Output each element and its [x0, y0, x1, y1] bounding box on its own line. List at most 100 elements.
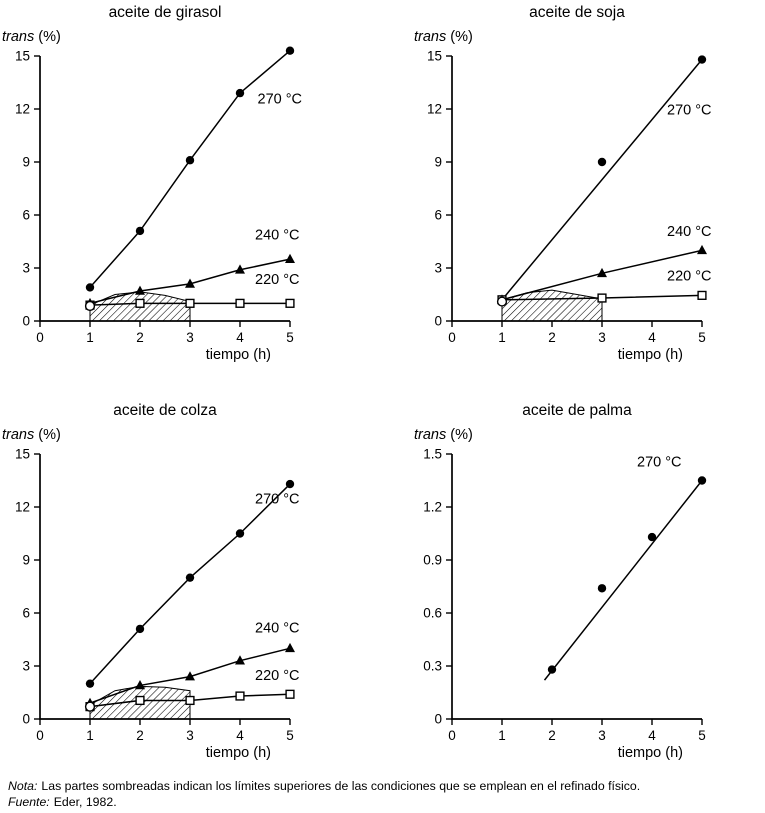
x-axis-label: tiempo (h) [205, 347, 271, 363]
marker-circle-270c [647, 532, 657, 542]
y-tick-label: 0 [22, 314, 30, 329]
axes [451, 454, 702, 720]
x-tick-label: 1 [86, 330, 94, 345]
marker-square-open-220c [597, 293, 607, 303]
marker-circle-open-start [496, 296, 508, 307]
x-axis-label: tiempo (h) [205, 745, 271, 761]
y-axis-label-italic: trans [414, 427, 447, 443]
axes [39, 454, 290, 720]
y-tick-label: 15 [15, 49, 30, 64]
y-axis-label: trans (%) [2, 29, 345, 45]
x-tick-label: 2 [548, 728, 556, 743]
nota-label: Nota: [8, 779, 38, 793]
y-tick-label: 3 [22, 261, 30, 276]
marker-circle-270c [135, 624, 145, 634]
x-tick-label: 4 [236, 728, 244, 743]
y-tick-label: 6 [22, 606, 30, 621]
x-tick-label: 3 [186, 330, 194, 345]
y-tick-label: 0.3 [423, 659, 442, 674]
chart-panel-girasol: aceite de girasol trans (%) 0 1 2 3 4 5 0 3 6 9 12… [0, 4, 345, 378]
series-label-220c: 220 °C [667, 268, 712, 284]
marker-circle-270c [85, 679, 95, 688]
marker-triangle-240c [285, 253, 295, 263]
series-label-270c-fit: 270 °C [637, 454, 682, 470]
marker-triangle-240c [285, 642, 295, 653]
chart-panel-colza: aceite de colza trans (%) 0 1 2 3 4 5 0 3 6 9 12 15… [0, 402, 345, 776]
x-tick-label: 5 [286, 728, 294, 743]
y-tick-label: 3 [22, 659, 30, 674]
y-tick-label: 0 [434, 314, 442, 329]
x-tick-label: 3 [598, 330, 606, 345]
y-tick-label: 6 [22, 208, 30, 223]
footnote: Nota: Las partes sombreadas indican los l… [8, 779, 765, 811]
chart-title-colza: aceite de colza [113, 402, 217, 419]
x-tick-label: 2 [136, 728, 144, 743]
x-tick-label: 5 [698, 330, 706, 345]
axes [39, 56, 290, 322]
series-line-270c [89, 50, 291, 288]
x-tick-label: 4 [648, 330, 656, 345]
marker-circle-270c [185, 573, 195, 582]
chart-panel-soja: aceite de soja trans (%) 0 1 2 3 4 5 0 3 6 9 12 15 2… [412, 4, 757, 378]
series-label-240c: 240 °C [667, 224, 712, 240]
series-line-270c [89, 483, 291, 685]
x-tick-label: 5 [698, 728, 706, 743]
marker-square-open-220c [135, 695, 145, 706]
marker-triangle-240c [135, 680, 145, 690]
x-tick-label: 5 [286, 330, 294, 345]
marker-triangle-240c [697, 244, 707, 255]
y-tick-label: 0 [22, 712, 30, 727]
y-tick-label: 12 [15, 500, 30, 515]
x-tick-label: 1 [498, 330, 506, 345]
marker-circle-270c [285, 479, 295, 489]
marker-circle-270c [235, 529, 245, 538]
y-axis-label: trans (%) [414, 29, 757, 45]
chart-panel-palma: aceite de palma trans (%) 0 1 2 3 4 5 0 0.3 0.6 0… [412, 402, 757, 776]
marker-circle-open-start [84, 701, 96, 712]
marker-square-open-220c [235, 298, 245, 308]
marker-square-open-220c [697, 290, 707, 300]
y-axis-label-italic: trans [2, 29, 35, 45]
y-tick-label: 1.5 [423, 447, 442, 462]
marker-circle-270c [185, 156, 195, 165]
chart-title-palma: aceite de palma [522, 402, 632, 419]
x-tick-label: 1 [86, 728, 94, 743]
x-tick-label: 4 [236, 330, 244, 345]
marker-square-open-220c [135, 298, 145, 308]
marker-triangle-240c [235, 264, 245, 274]
fuente-label: Fuente: [8, 794, 50, 809]
x-tick-label: 0 [448, 330, 456, 345]
y-tick-label: 3 [434, 261, 442, 276]
y-tick-label: 1.2 [423, 500, 442, 515]
series-label-220c: 220 °C [255, 272, 300, 288]
figure-grid: aceite de girasol trans (%) 0 1 2 3 4 5 0 3 6 9 12… [0, 4, 757, 776]
marker-triangle-240c [135, 285, 145, 295]
y-axis-label-unit: (%) [34, 29, 61, 45]
marker-circle-270c [697, 476, 707, 485]
x-tick-label: 1 [498, 728, 506, 743]
chart-title-girasol: aceite de girasol [108, 4, 222, 21]
marker-square-open-220c [185, 298, 195, 308]
x-tick-label: 2 [136, 330, 144, 345]
y-tick-label: 0.6 [423, 606, 442, 621]
series-label-240c: 240 °C [255, 620, 300, 636]
marker-circle-open-start [84, 300, 96, 312]
fuente-text: Eder, 1982. [53, 794, 117, 809]
y-axis-label: trans (%) [414, 427, 757, 443]
y-axis-label-italic: trans [2, 427, 35, 443]
x-tick-label: 3 [186, 728, 194, 743]
marker-triangle-240c [597, 267, 607, 278]
x-tick-label: 2 [548, 330, 556, 345]
footnote-nota: Nota: Las partes sombreadas indican los l… [8, 779, 765, 795]
marker-triangle-240c [185, 278, 195, 288]
marker-circle-270c [547, 665, 557, 674]
series-label-270c: 270 °C [255, 491, 300, 507]
marker-square-open-220c [185, 695, 195, 706]
marker-triangle-240c [235, 655, 245, 665]
y-tick-label: 9 [22, 553, 30, 568]
marker-square-open-220c [285, 689, 295, 699]
nota-text: Las partes sombreadas indican los límite… [41, 779, 641, 793]
